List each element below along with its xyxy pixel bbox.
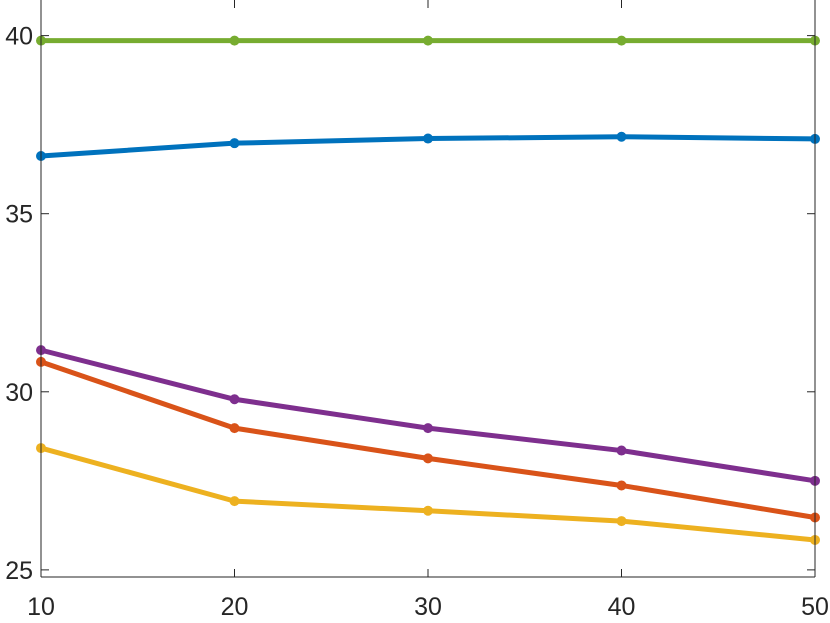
data-point — [229, 35, 240, 46]
data-point — [616, 480, 627, 491]
plot-area — [41, 0, 815, 577]
data-point — [229, 496, 240, 507]
y-tick-label: 30 — [5, 379, 33, 407]
tick-labels: 10 20 30 40 50 25 30 35 40 — [5, 23, 829, 621]
data-point — [423, 133, 433, 144]
x-tick-label: 30 — [414, 593, 442, 621]
x-tick-label: 10 — [27, 593, 55, 621]
series-4 — [36, 443, 820, 545]
data-point — [423, 35, 433, 46]
data-point — [616, 131, 627, 142]
y-tick-label: 40 — [5, 23, 33, 51]
data-point — [423, 505, 433, 516]
data-point — [229, 394, 240, 405]
y-tick-label: 35 — [5, 201, 33, 229]
series-0 — [36, 35, 820, 46]
series-layer — [36, 35, 820, 545]
data-point — [616, 35, 627, 46]
data-point — [229, 138, 240, 149]
series-2 — [36, 345, 820, 486]
axes — [40, 0, 816, 578]
data-point — [423, 423, 433, 434]
data-point — [616, 516, 627, 527]
series-1 — [36, 131, 820, 162]
x-tick-label: 50 — [801, 593, 829, 621]
data-point — [423, 453, 433, 464]
y-tick-label: 25 — [5, 557, 33, 585]
data-point — [616, 445, 627, 456]
x-tick-label: 40 — [608, 593, 636, 621]
data-point — [229, 423, 240, 434]
x-tick-label: 20 — [221, 593, 249, 621]
